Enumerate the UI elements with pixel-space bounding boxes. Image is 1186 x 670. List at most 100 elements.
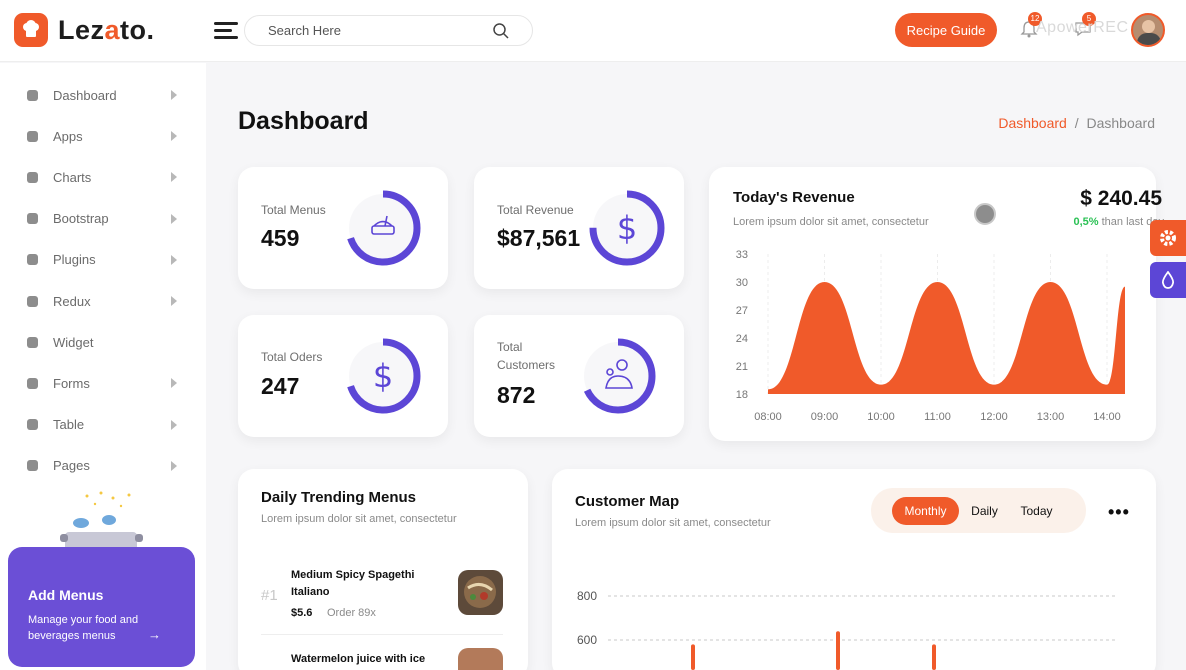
hamburger-menu-icon[interactable]: [214, 22, 238, 42]
table-icon: [25, 418, 39, 432]
forms-icon: [25, 376, 39, 390]
trending-item-price: $5.6: [291, 607, 313, 619]
sidebar-item-apps[interactable]: Apps: [0, 118, 206, 154]
orders-progress-ring: $: [345, 338, 421, 414]
bar: [836, 631, 840, 670]
bar: [932, 644, 936, 670]
sidebar-item-label: Widget: [53, 334, 94, 350]
x-tick-label: 11:00: [924, 411, 951, 423]
y-tick-label: 33: [736, 249, 748, 261]
droplet-icon: [1161, 271, 1175, 289]
breadcrumb-current: Dashboard: [1086, 115, 1156, 131]
breadcrumb: Dashboard / Dashboard: [998, 115, 1155, 131]
sidebar-item-bootstrap[interactable]: Bootstrap: [0, 201, 206, 237]
y-tick-label: 600: [577, 633, 597, 647]
menus-progress-ring: [345, 190, 421, 266]
sidebar-item-charts[interactable]: Charts: [0, 159, 206, 195]
tab-daily[interactable]: Daily: [971, 504, 998, 518]
food-icon: [371, 215, 395, 235]
recipe-guide-button[interactable]: Recipe Guide: [895, 13, 997, 47]
y-tick-label: 30: [736, 277, 748, 289]
app-name: Lezato.: [58, 14, 155, 45]
sidebar-item-table[interactable]: Table: [0, 407, 206, 443]
stat-value: 459: [261, 225, 300, 251]
trending-item-name[interactable]: Watermelon juice with ice: [291, 653, 426, 665]
y-tick-label: 24: [736, 333, 748, 345]
sidebar-item-forms[interactable]: Forms: [0, 365, 206, 401]
add-menus-card[interactable]: Add Menus Manage your food and beverages…: [8, 547, 195, 667]
x-tick-label: 10:00: [867, 411, 895, 423]
tab-monthly[interactable]: Monthly: [892, 497, 959, 525]
breadcrumb-parent[interactable]: Dashboard: [998, 115, 1067, 131]
add-menus-description: Manage your food and beverages menus: [28, 614, 139, 642]
theme-button[interactable]: [1150, 262, 1186, 298]
stat-label: Total Customers: [497, 340, 556, 372]
sidebar-item-label: Dashboard: [53, 87, 117, 103]
status-dot: [974, 203, 996, 225]
y-tick-label: 27: [736, 305, 748, 317]
sidebar-item-dashboard[interactable]: Dashboard: [0, 77, 206, 113]
chat-notification[interactable]: 5: [1074, 12, 1096, 43]
avatar[interactable]: [1131, 13, 1165, 47]
chevron-right-icon: [171, 254, 177, 265]
pages-icon: [25, 459, 39, 473]
star-icon: [25, 212, 39, 226]
more-options-icon[interactable]: •••: [1108, 502, 1130, 522]
x-tick-label: 14:00: [1093, 411, 1121, 423]
info-icon: [25, 129, 39, 143]
trending-subtitle: Lorem ipsum dolor sit amet, consectetur: [261, 513, 457, 525]
stat-value: $87,561: [497, 225, 581, 251]
breadcrumb-separator: /: [1074, 115, 1079, 131]
watermark: ApowerREC: [1036, 19, 1129, 36]
x-tick-label: 09:00: [811, 411, 839, 423]
trending-rank: #1: [261, 587, 278, 604]
revenue-area-series: [768, 282, 1125, 394]
bell-notification[interactable]: 12: [1020, 12, 1042, 43]
revenue-subtitle: Lorem ipsum dolor sit amet, consectetur: [733, 216, 929, 228]
page-title: Dashboard: [238, 107, 369, 135]
sidebar-item-label: Forms: [53, 375, 90, 391]
sidebar-item-widget[interactable]: Widget: [0, 324, 206, 360]
sidebar-item-plugins[interactable]: Plugins: [0, 242, 206, 278]
x-tick-label: 08:00: [754, 411, 782, 423]
chevron-right-icon: [171, 296, 177, 306]
search-input[interactable]: [268, 16, 488, 45]
sidebar-item-redux[interactable]: Redux: [0, 283, 206, 319]
sidebar-item-pages[interactable]: Pages: [0, 448, 206, 484]
chevron-right-icon: [171, 213, 177, 224]
sidebar-item-label: Table: [53, 417, 85, 433]
widget-icon: [25, 335, 39, 349]
revenue-area-chart: 08:00 09:00 10:00 11:00 12:00 13:00 14:00 18 21 2…: [736, 249, 1125, 423]
sidebar-item-label: Redux: [53, 293, 91, 309]
food-image: [458, 570, 503, 615]
daily-trending-card: [238, 469, 528, 670]
sidebar-item-label: Pages: [53, 458, 90, 474]
arrow-right-icon[interactable]: →: [148, 627, 161, 642]
redux-icon: [25, 294, 39, 308]
settings-button[interactable]: [1150, 220, 1186, 256]
dollar-icon: $: [617, 209, 637, 247]
dollar-icon: $: [373, 357, 393, 395]
gear-icon: [1160, 230, 1176, 246]
app-logo[interactable]: Lezato.: [14, 13, 155, 47]
search-icon[interactable]: [492, 22, 510, 45]
stat-value: 872: [497, 382, 536, 408]
tab-today[interactable]: Today: [1020, 504, 1053, 518]
customers-progress-ring: [580, 338, 656, 414]
stat-label: Total Oders: [261, 350, 323, 364]
stat-value: 247: [261, 373, 300, 399]
trending-item-name[interactable]: Medium Spicy Spagethi Italiano: [291, 569, 415, 598]
sidebar-item-label: Bootstrap: [53, 211, 109, 227]
sidebar-item-label: Charts: [53, 169, 92, 185]
revenue-title: Today's Revenue: [733, 189, 855, 206]
revenue-change: 0,5% than last day: [1073, 216, 1164, 228]
message-badge: 5: [1082, 12, 1096, 26]
sidebar-item-label: Plugins: [53, 252, 96, 268]
change-value: 0,5%: [1073, 216, 1099, 228]
change-text: than last day: [1101, 216, 1164, 228]
search-bar: [244, 15, 533, 46]
dashboard-icon: [25, 88, 39, 102]
top-bar: Lezato. Recipe Guide 12 5 ApowerREC: [0, 0, 1186, 62]
customer-map-chart: 600 800: [577, 589, 1115, 670]
customer-map-subtitle: Lorem ipsum dolor sit amet, consectetur: [575, 517, 771, 529]
